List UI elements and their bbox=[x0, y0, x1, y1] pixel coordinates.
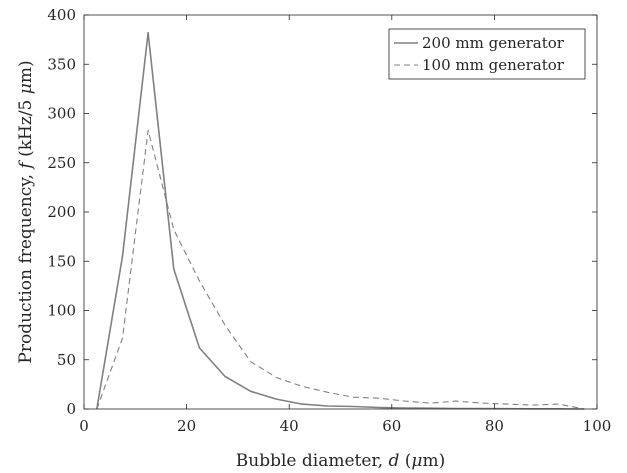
legend: 200 mm generator 100 mm generator bbox=[388, 28, 586, 80]
legend-label-100mm: 100 mm generator bbox=[422, 56, 565, 74]
ticks-layer: 0 20 40 60 80 100 0 50 100 150 200 250 300 350 400 bbox=[47, 6, 611, 435]
x-tick-label: 60 bbox=[382, 417, 401, 435]
y-tick-label: 0 bbox=[66, 400, 76, 418]
legend-box bbox=[388, 28, 586, 80]
x-axis-title-post: m) bbox=[422, 451, 445, 471]
y-tick-label: 350 bbox=[47, 55, 76, 73]
x-axis-title-mid: ( bbox=[399, 451, 411, 471]
series-line-100mm bbox=[96, 129, 585, 410]
y-axis-title-post: m) bbox=[16, 60, 36, 83]
x-tick-label: 80 bbox=[485, 417, 504, 435]
y-tick-label: 100 bbox=[47, 302, 76, 320]
x-tick-label: 100 bbox=[583, 417, 612, 435]
y-tick-label: 50 bbox=[57, 351, 76, 369]
y-axis-title: Production frequency, f (kHz/5 μm) bbox=[16, 60, 36, 363]
x-axis-title-mu: μ bbox=[411, 451, 422, 471]
y-axis-title-pre: Production frequency, bbox=[16, 169, 36, 364]
y-axis-title-mid: (kHz/5 bbox=[16, 94, 36, 162]
y-tick-label: 250 bbox=[47, 154, 76, 172]
x-axis-title: Bubble diameter, d (μm) bbox=[236, 451, 445, 471]
y-tick-label: 300 bbox=[47, 105, 76, 123]
y-axis-title-mu: μ bbox=[16, 83, 36, 94]
x-tick-label: 40 bbox=[280, 417, 299, 435]
y-tick-label: 150 bbox=[47, 252, 76, 270]
x-tick-label: 20 bbox=[177, 417, 196, 435]
y-axis-title-var: f bbox=[16, 160, 36, 171]
legend-label-200mm: 200 mm generator bbox=[422, 34, 565, 52]
x-tick-label: 0 bbox=[79, 417, 89, 435]
x-axis-title-pre: Bubble diameter, bbox=[236, 451, 389, 471]
x-axis-title-var: d bbox=[388, 451, 399, 471]
y-tick-label: 200 bbox=[47, 203, 76, 221]
y-tick-label: 400 bbox=[47, 6, 76, 24]
